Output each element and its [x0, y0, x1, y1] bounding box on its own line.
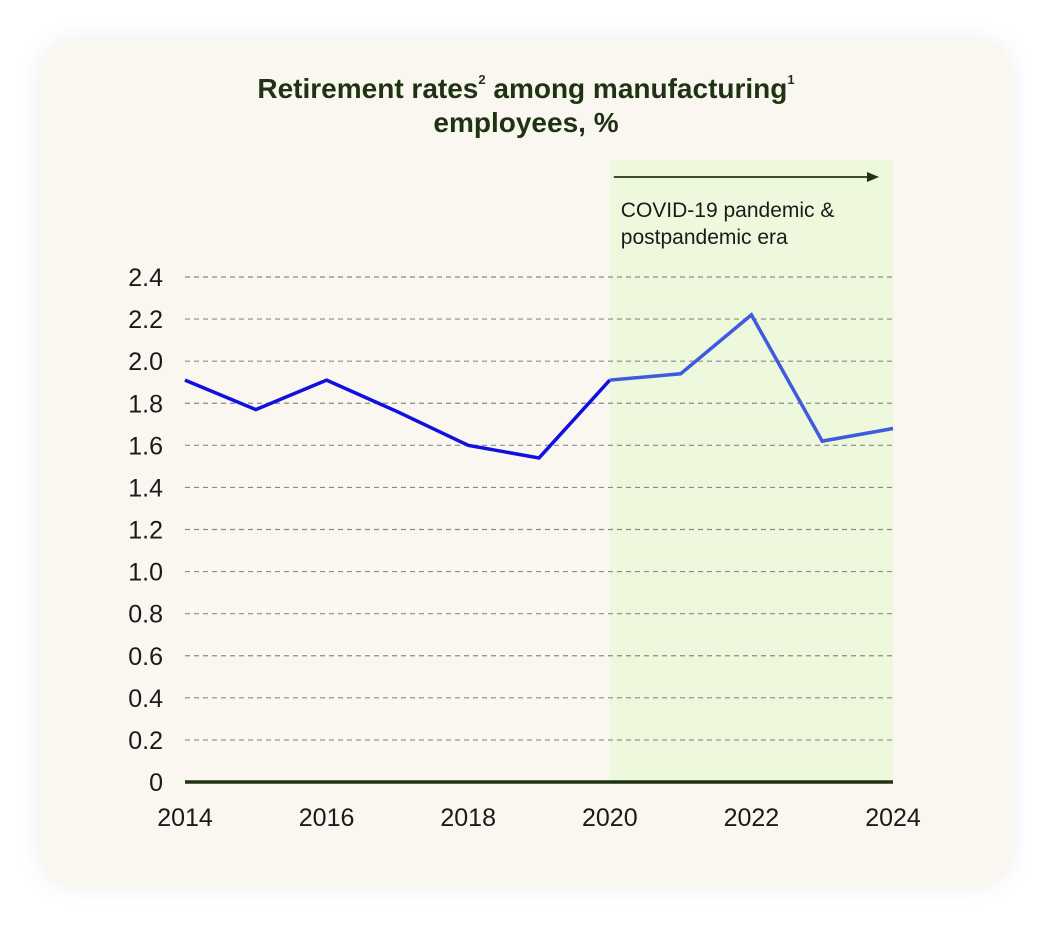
y-tick-label: 1.4	[128, 474, 163, 502]
pandemic-shaded-region	[609, 160, 893, 782]
title-line-2: employees, %	[433, 107, 619, 138]
y-tick-label: 1.0	[128, 559, 163, 587]
gridlines	[185, 276, 893, 741]
y-tick-label: 0.8	[128, 601, 163, 629]
y-tick-label: 0.6	[128, 643, 163, 671]
x-tick-label: 2024	[865, 804, 921, 832]
series-line	[184, 312, 894, 460]
title-line-1: Retirement rates2 among manufacturing1	[40, 72, 1012, 106]
series-line-pre-pandemic	[184, 378, 612, 460]
annotation-line-1: COVID-19 pandemic &	[621, 199, 835, 222]
series-line-pandemic-era	[609, 312, 894, 444]
y-tick-label: 1.2	[128, 517, 163, 545]
x-axis-ticks: 2014 2016 2018 2020 2022 2024	[157, 804, 921, 832]
y-axis-ticks: 0 0.2 0.4 0.6 0.8 1.0 1.2 1.4 1.6 1.8 2.0 2.2 2.4	[128, 264, 163, 797]
y-tick-label: 0	[149, 769, 163, 797]
chart-title: Retirement rates2 among manufacturing1 e…	[40, 72, 1012, 140]
y-tick-label: 2.0	[128, 348, 163, 376]
y-tick-label: 0.4	[128, 685, 163, 713]
x-tick-label: 2022	[724, 804, 780, 832]
y-tick-label: 1.6	[128, 432, 163, 460]
y-tick-label: 2.2	[128, 306, 163, 334]
y-tick-label: 1.8	[128, 390, 163, 418]
x-tick-label: 2020	[582, 804, 638, 832]
y-tick-label: 0.2	[128, 727, 163, 755]
title-mid: among manufacturing	[485, 73, 788, 104]
annotation-line-2: postpandemic era	[621, 226, 788, 249]
title-footnote-2: 2	[478, 72, 486, 87]
x-tick-label: 2018	[440, 804, 496, 832]
y-tick-label: 2.4	[128, 264, 163, 292]
title-main: Retirement rates	[257, 73, 479, 104]
title-footnote-1: 1	[787, 72, 795, 87]
x-tick-label: 2016	[299, 804, 355, 832]
x-tick-label: 2014	[157, 804, 213, 832]
